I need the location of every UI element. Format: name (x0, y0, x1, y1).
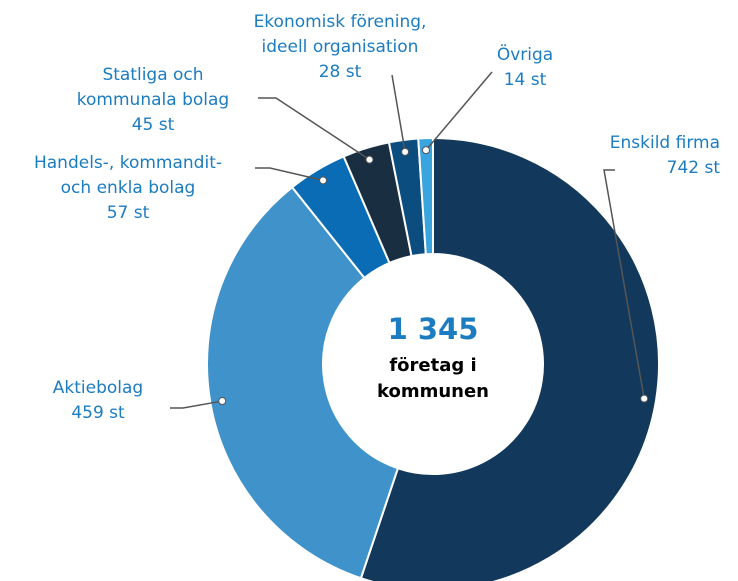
category-label: Ekonomisk förening, (254, 12, 427, 32)
center-value: 1 345 (388, 312, 479, 346)
slice (359, 136, 660, 581)
value-label: 459 st (71, 403, 125, 423)
value-label: 742 st (667, 158, 721, 178)
leader-line (391, 74, 406, 152)
leader-dot (401, 147, 410, 156)
leader-dot (319, 176, 328, 185)
leader-dot (640, 394, 649, 403)
category-label: Enskild firma (610, 133, 720, 153)
center-text: företag i (389, 355, 476, 376)
slice (417, 136, 434, 256)
leader-line (425, 71, 493, 151)
category-label: och enkla bolag (61, 178, 196, 198)
value-label: 14 st (504, 70, 547, 90)
leader-dot (218, 397, 227, 406)
leader-line (258, 97, 370, 161)
center-text: kommunen (377, 381, 489, 402)
category-label: Aktiebolag (53, 378, 143, 398)
category-label: Övriga (497, 43, 553, 65)
slices (206, 136, 660, 581)
value-label: 45 st (132, 115, 175, 135)
slice (206, 185, 400, 580)
value-label: 28 st (319, 62, 362, 82)
leader-line (603, 169, 645, 399)
leader-dot (422, 146, 431, 155)
category-label: ideell organisation (262, 37, 419, 57)
leader-dot (365, 155, 374, 164)
category-label: Handels-, kommandit- (34, 153, 222, 173)
category-label: kommunala bolag (77, 90, 229, 110)
leader-line (170, 400, 223, 409)
value-label: 57 st (107, 203, 150, 223)
leader-line (255, 167, 324, 182)
category-label: Statliga och (102, 65, 203, 85)
